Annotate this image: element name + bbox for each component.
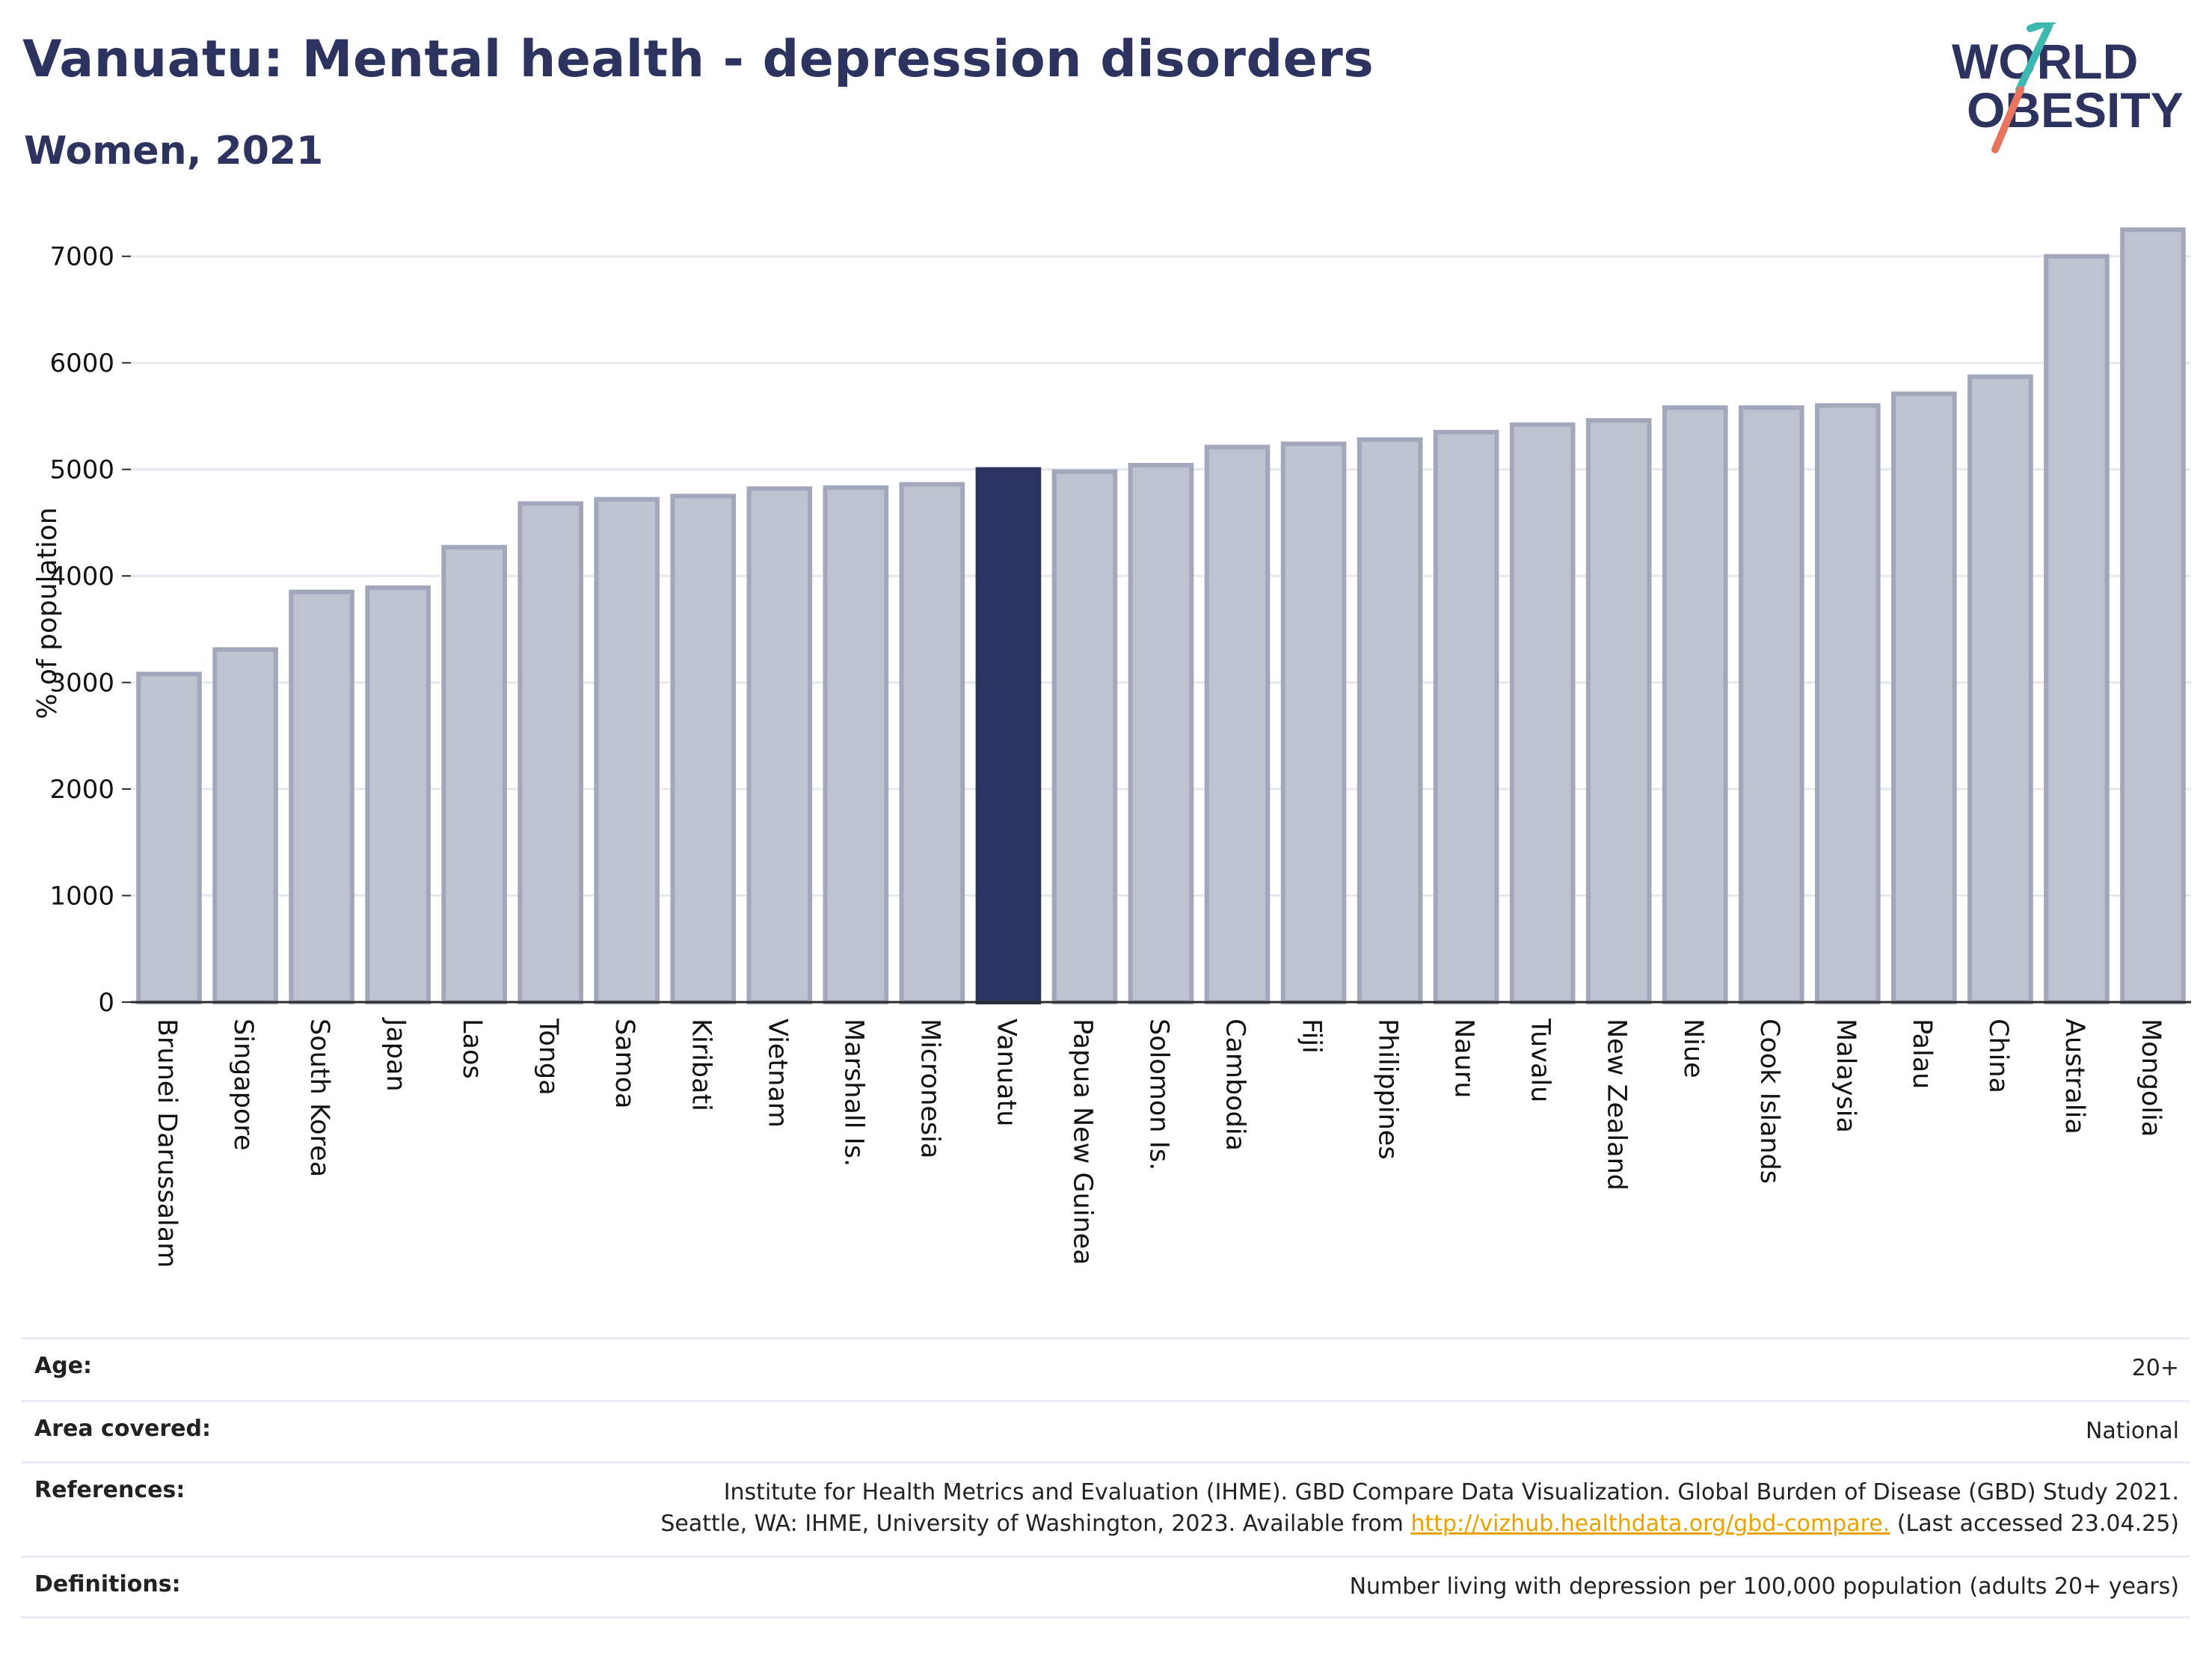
x-tick-label: Palau <box>1907 1019 1937 1089</box>
bar-laos <box>441 544 507 1004</box>
y-tick-label: 7000 <box>49 242 114 272</box>
meta-area-value: National <box>2085 1418 2179 1444</box>
x-tick-label: Samoa <box>609 1019 639 1109</box>
logo-teal-stroke <box>2015 22 2053 93</box>
bar-china <box>1967 374 2033 1004</box>
meta-row-references: References: Institute for Health Metrics… <box>21 1461 2190 1556</box>
bar-fiji <box>1280 441 1347 1004</box>
y-tick-label: 3000 <box>49 669 114 698</box>
meta-row-definitions: Definitions: Number living with depressi… <box>21 1556 2190 1618</box>
bar-nauru <box>1433 429 1499 1004</box>
meta-references-line1: Institute for Health Metrics and Evaluat… <box>723 1479 2179 1505</box>
meta-references-label: References: <box>34 1477 185 1503</box>
x-tick-label: Tuvalu <box>1526 1018 1555 1102</box>
x-tick-label: Marshall Is. <box>838 1019 868 1167</box>
x-tick-label: Niue <box>1678 1019 1708 1078</box>
x-tick-label: Malaysia <box>1831 1019 1861 1133</box>
x-axis-tick-labels: Brunei Darussalam Singapore South Korea Jap… <box>152 1017 2166 1268</box>
bar-papua-new-guinea <box>1051 469 1118 1004</box>
meta-definitions-value: Number living with depression per 100,00… <box>1349 1573 2179 1600</box>
meta-references-line2-prefix: Seattle, WA: IHME, University of Washing… <box>660 1511 1411 1537</box>
meta-age-value: 20+ <box>2131 1355 2179 1381</box>
x-tick-label: Cook Islands <box>1754 1019 1784 1184</box>
bar-tuvalu <box>1509 422 1576 1004</box>
world-obesity-logo: WORLD OBESITY <box>1952 22 2184 153</box>
bar-tonga <box>517 501 584 1004</box>
meta-row-area: Area covered: National <box>21 1400 2190 1461</box>
x-tick-label: Mongolia <box>2136 1019 2166 1137</box>
x-tick-label: Tonga <box>533 1018 563 1096</box>
y-tick-label: 1000 <box>49 882 114 912</box>
x-tick-label: Japan <box>381 1017 411 1092</box>
metadata-table: Age: 20+ Area covered: National Referenc… <box>21 1337 2190 1618</box>
bar-palau <box>1891 391 1957 1004</box>
x-tick-label: Nauru <box>1449 1019 1479 1098</box>
bar-vietnam <box>746 486 813 1004</box>
x-tick-label: New Zealand <box>1602 1019 1632 1191</box>
bar-new-zealand <box>1585 418 1652 1004</box>
bar-japan <box>365 585 431 1004</box>
x-tick-label: Micronesia <box>915 1019 944 1158</box>
bar-brunei-darussalam <box>136 672 202 1005</box>
bar-australia <box>2044 254 2110 1004</box>
bar-singapore <box>212 647 278 1004</box>
bar-samoa <box>594 497 660 1004</box>
x-tick-label: Australia <box>2059 1019 2089 1134</box>
x-tick-label: Philippines <box>1373 1019 1403 1160</box>
bar-cook-islands <box>1738 405 1804 1004</box>
y-tick-label: 4000 <box>49 562 114 592</box>
x-tick-label: Kiribati <box>686 1019 716 1111</box>
y-axis-ticks: 0 1000 2000 3000 4000 5000 6000 7000 <box>49 242 131 1018</box>
meta-references-line2-suffix: (Last accessed 23.04.25) <box>1890 1511 2179 1537</box>
y-tick-label: 2000 <box>49 775 114 805</box>
x-tick-label: Papua New Guinea <box>1067 1019 1097 1265</box>
y-axis-label: % of population <box>32 507 63 719</box>
bar-vanuatu <box>975 467 1042 1004</box>
meta-row-age: Age: 20+ <box>21 1337 2190 1400</box>
bar-chart: 0 1000 2000 3000 4000 5000 6000 7000 Brunei Dar… <box>32 227 2191 1268</box>
y-tick-label: 6000 <box>49 348 114 378</box>
meta-area-label: Area covered: <box>34 1416 211 1442</box>
logo-teal-slash <box>2027 22 2056 32</box>
chart-title: Vanuatu: Mental health - depression diso… <box>22 30 1374 89</box>
x-tick-label: Fiji <box>1297 1019 1327 1054</box>
chart-subtitle: Women, 2021 <box>24 129 324 174</box>
bars <box>136 227 2186 1005</box>
bar-malaysia <box>1815 403 1881 1004</box>
x-tick-label: Laos <box>457 1019 487 1079</box>
bar-solomon-is <box>1128 462 1194 1004</box>
logo-coral-stroke <box>1991 86 2024 153</box>
meta-age-label: Age: <box>34 1353 93 1379</box>
y-tick-label: 5000 <box>49 455 114 485</box>
x-tick-label: Solomon Is. <box>1144 1019 1174 1170</box>
bar-philippines <box>1357 437 1423 1004</box>
x-tick-label: Vietnam <box>762 1019 792 1128</box>
x-tick-label: Brunei Darussalam <box>152 1019 182 1268</box>
bar-niue <box>1662 405 1728 1004</box>
bar-mongolia <box>2120 227 2186 1004</box>
x-tick-label: Cambodia <box>1220 1019 1250 1151</box>
meta-references-link[interactable]: http://vizhub.healthdata.org/gbd-compare… <box>1410 1511 1890 1537</box>
x-tick-label: Vanuatu <box>991 1019 1021 1126</box>
x-tick-label: Singapore <box>228 1019 258 1151</box>
meta-references-value: Institute for Health Metrics and Evaluat… <box>660 1477 2179 1540</box>
x-tick-label: China <box>1983 1019 2013 1093</box>
meta-definitions-label: Definitions: <box>34 1571 181 1597</box>
y-tick-label: 0 <box>98 988 114 1018</box>
bar-south-korea <box>289 589 354 1004</box>
bar-marshall-is <box>823 485 889 1004</box>
bar-micronesia <box>899 482 965 1004</box>
bar-kiribati <box>670 494 737 1004</box>
x-tick-label: South Korea <box>304 1019 334 1177</box>
bar-cambodia <box>1204 444 1271 1004</box>
